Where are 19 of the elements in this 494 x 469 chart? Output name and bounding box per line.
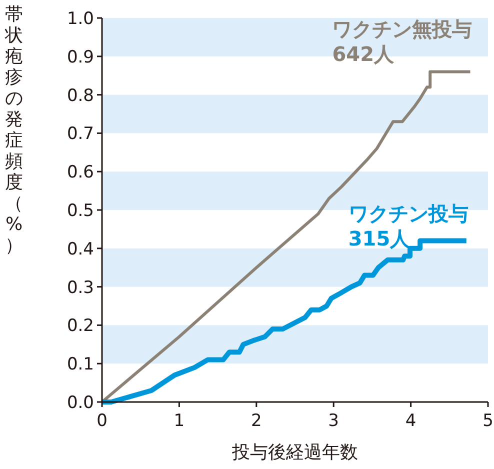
x-tick-label: 4 xyxy=(405,411,416,431)
x-tick-label: 3 xyxy=(328,411,340,431)
y-tick-label: 0.7 xyxy=(66,124,94,144)
y-axis-title: 帯状疱疹の発症頻度（%） xyxy=(5,4,23,256)
y-tick-label: 0.2 xyxy=(66,316,94,336)
x-tick-label: 2 xyxy=(250,411,262,431)
y-tick-label: 0.5 xyxy=(66,201,94,221)
x-tick-label: 1 xyxy=(174,411,185,431)
y-tick-label: 0.9 xyxy=(66,47,94,68)
x-axis-title: 投与後経過年数 xyxy=(231,442,358,463)
x-tick-label: 5 xyxy=(482,411,494,431)
y-tick-label: 0.4 xyxy=(66,239,94,260)
y-tick-label: 0.6 xyxy=(66,162,94,183)
y-tick-label: 0.1 xyxy=(66,354,94,375)
y-tick-label: 0.3 xyxy=(66,278,94,298)
x-tick-label: 0 xyxy=(96,411,108,431)
y-tick-label: 0.8 xyxy=(66,86,94,106)
y-tick-label: 1.0 xyxy=(66,9,94,29)
y-tick-label: 0.0 xyxy=(66,393,94,413)
